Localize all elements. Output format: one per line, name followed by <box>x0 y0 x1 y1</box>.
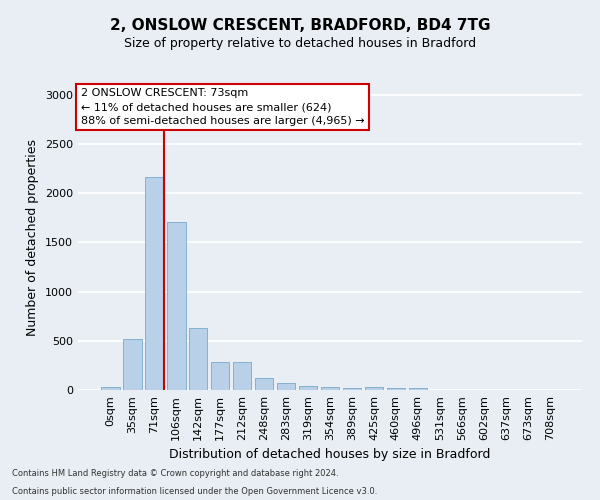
Bar <box>409 388 427 390</box>
Text: 2, ONSLOW CRESCENT, BRADFORD, BD4 7TG: 2, ONSLOW CRESCENT, BRADFORD, BD4 7TG <box>110 18 490 32</box>
Bar <box>145 176 164 390</box>
Bar <box>101 387 119 390</box>
Text: Contains public sector information licensed under the Open Government Licence v3: Contains public sector information licen… <box>12 487 377 496</box>
Bar <box>365 387 383 390</box>
Bar <box>233 362 251 390</box>
Bar <box>255 378 274 390</box>
Bar <box>386 388 405 390</box>
Bar <box>123 339 142 390</box>
Text: 2 ONSLOW CRESCENT: 73sqm
← 11% of detached houses are smaller (624)
88% of semi-: 2 ONSLOW CRESCENT: 73sqm ← 11% of detach… <box>80 88 364 126</box>
Bar <box>299 386 317 390</box>
Text: Contains HM Land Registry data © Crown copyright and database right 2024.: Contains HM Land Registry data © Crown c… <box>12 468 338 477</box>
Text: Size of property relative to detached houses in Bradford: Size of property relative to detached ho… <box>124 38 476 51</box>
X-axis label: Distribution of detached houses by size in Bradford: Distribution of detached houses by size … <box>169 448 491 462</box>
Bar <box>343 388 361 390</box>
Bar <box>277 382 295 390</box>
Bar <box>211 362 229 390</box>
Y-axis label: Number of detached properties: Number of detached properties <box>26 139 40 336</box>
Bar <box>320 387 340 390</box>
Bar <box>189 328 208 390</box>
Bar <box>167 222 185 390</box>
